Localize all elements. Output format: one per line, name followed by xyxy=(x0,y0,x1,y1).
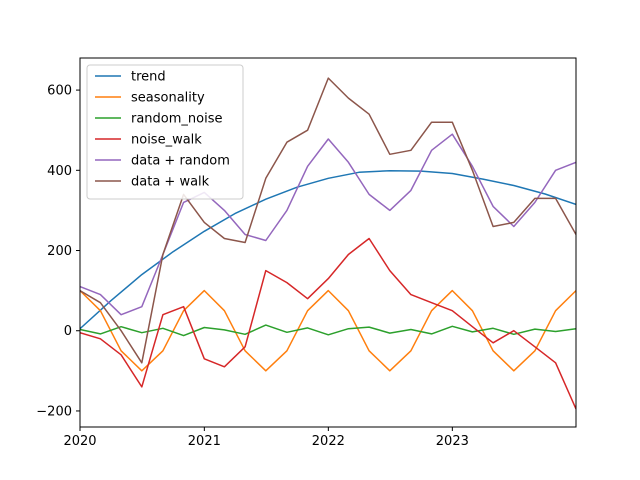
x-tick-label: 2022 xyxy=(312,434,345,449)
x-tick-label: 2020 xyxy=(63,434,96,449)
x-axis: 2020 2021 2022 2023 xyxy=(63,427,469,449)
series-line-random-noise xyxy=(80,324,576,337)
y-tick-label: −200 xyxy=(36,404,72,419)
legend-label: data + walk xyxy=(131,175,210,190)
legend-box xyxy=(86,64,244,200)
legend-label: data + random xyxy=(131,154,230,169)
series-line-data-walk xyxy=(80,77,576,364)
series-line-seasonality xyxy=(80,289,576,372)
y-axis: −200 0 200 400 600 xyxy=(36,84,80,419)
legend-label: random_noise xyxy=(131,112,223,127)
y-tick-label: 600 xyxy=(47,84,72,99)
x-tick-label: 2021 xyxy=(188,434,221,449)
x-tick-label: 2023 xyxy=(436,434,469,449)
legend-label: seasonality xyxy=(131,91,205,106)
legend-label: trend xyxy=(131,70,166,85)
y-tick-label: 0 xyxy=(64,324,72,339)
plot-lines xyxy=(80,77,576,410)
y-tick-label: 400 xyxy=(47,164,72,179)
series-line-noise-walk xyxy=(80,237,576,410)
legend: trend seasonality random_noise noise_walkda… xyxy=(86,64,244,200)
y-tick-label: 200 xyxy=(47,244,72,259)
legend-label: noise_walk xyxy=(131,133,202,148)
